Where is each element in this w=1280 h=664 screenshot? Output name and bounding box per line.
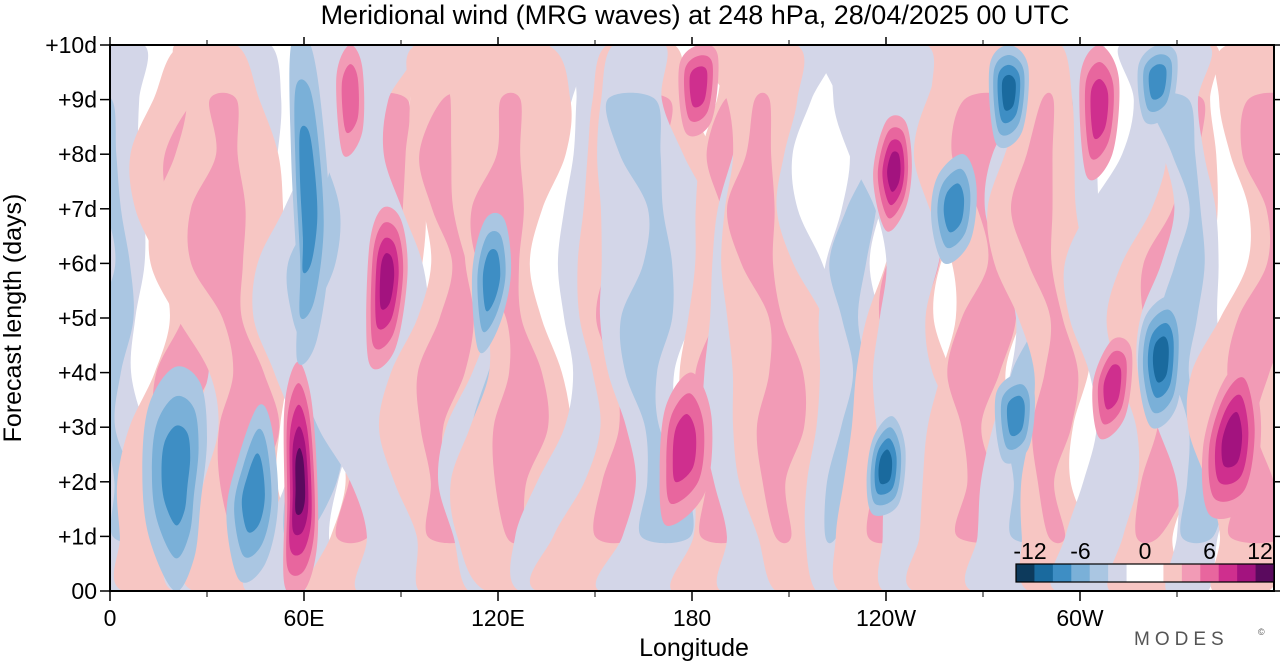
colorbar-swatch: [1071, 564, 1091, 582]
chart-title: Meridional wind (MRG waves) at 248 hPa, …: [321, 0, 1070, 30]
y-tick-label: +9d: [58, 87, 97, 113]
colorbar-swatch: [1016, 564, 1035, 582]
svg-text:MODES: MODES: [1134, 629, 1229, 650]
colorbar-label: -12: [1013, 538, 1046, 564]
colorbar-label: 12: [1247, 538, 1273, 564]
colorbar-swatch: [1218, 564, 1238, 582]
positive-wind-maximum: [341, 64, 359, 134]
negative-wind-maximum: [878, 449, 893, 485]
y-tick-label: +5d: [58, 305, 97, 331]
positive-wind-maximum: [689, 66, 708, 108]
negative-wind-core: [110, 97, 152, 544]
negative-wind-maximum: [482, 249, 501, 312]
positive-wind-maximum: [672, 414, 697, 483]
plot-area: [110, 45, 1274, 591]
modes-logo: MODES ©: [1134, 627, 1265, 650]
negative-wind-maximum: [1152, 336, 1169, 383]
x-tick-label: 60W: [1056, 605, 1104, 631]
colorbar-swatch: [1052, 564, 1072, 582]
x-tick-label: 60E: [284, 605, 325, 631]
negative-wind-maximum: [1006, 395, 1025, 437]
negative-wind-core: [1150, 92, 1223, 544]
colorbar-swatch: [1034, 564, 1054, 582]
negative-wind-maximum: [299, 125, 318, 274]
positive-wind-maximum: [1221, 412, 1243, 468]
positive-wind-maximum: [1090, 79, 1109, 140]
colorbar-label: 6: [1203, 538, 1216, 564]
y-axis-label: Forecast length (days): [0, 194, 27, 443]
contour-features: [142, 45, 1262, 591]
colorbar-swatch: [1255, 564, 1275, 582]
positive-wind-core: [1227, 92, 1274, 544]
colorbar-swatch: [1089, 564, 1109, 582]
negative-wind-maximum: [943, 183, 965, 233]
colorbar-swatch: [1145, 564, 1164, 582]
negative-wind-maximum: [1001, 74, 1016, 111]
y-tick-label: +8d: [58, 141, 97, 167]
y-tick-label: +10d: [45, 32, 97, 58]
y-tick-label: +7d: [58, 196, 97, 222]
x-axis-label: Longitude: [639, 634, 749, 662]
colorbar-swatch: [1181, 564, 1201, 582]
y-tick-label: +4d: [58, 360, 97, 386]
positive-wind-maximum: [295, 447, 306, 515]
positive-wind-maximum: [1103, 364, 1122, 410]
y-tick-label: +1d: [58, 523, 97, 549]
colorbar-swatch: [1163, 564, 1183, 582]
x-tick-label: 120E: [471, 605, 525, 631]
y-tick-label: 00: [71, 578, 97, 604]
negative-wind-maximum: [1148, 64, 1167, 100]
positive-wind-core: [726, 92, 807, 544]
x-tick-label: 0: [104, 605, 117, 631]
x-tick-label: 180: [673, 605, 711, 631]
y-tick-label: +6d: [58, 250, 97, 276]
colorbar-swatch: [1237, 564, 1256, 582]
positive-wind-core: [1010, 92, 1079, 544]
y-tick-label: +3d: [58, 414, 97, 440]
positive-wind-maximum: [887, 151, 901, 192]
colorbar-swatch: [1108, 564, 1127, 582]
x-tick-label: 120W: [856, 605, 916, 631]
positive-wind-maximum: [379, 253, 395, 310]
colorbar-label: -6: [1070, 538, 1090, 564]
y-tick-label: +2d: [58, 469, 97, 495]
colorbar: -12 -6 0 6 12: [1013, 538, 1275, 583]
colorbar-swatch: [1200, 564, 1220, 582]
colorbar-frame: [1015, 563, 1275, 583]
negative-wind-maximum: [161, 425, 191, 526]
negative-wind-core: [605, 92, 694, 544]
negative-wind-maximum: [241, 453, 265, 533]
x-axis: 0 60E 120E 180 120W 60W: [104, 37, 1178, 631]
svg-text:©: ©: [1258, 627, 1265, 637]
positive-wind-core: [470, 92, 549, 544]
colorbar-label: 0: [1139, 538, 1152, 564]
colorbar-swatch: [1126, 564, 1146, 582]
y-axis: 00 +1d +2d +3d +4d +5d +6d +7d +8d +9d +10d: [45, 32, 1280, 604]
